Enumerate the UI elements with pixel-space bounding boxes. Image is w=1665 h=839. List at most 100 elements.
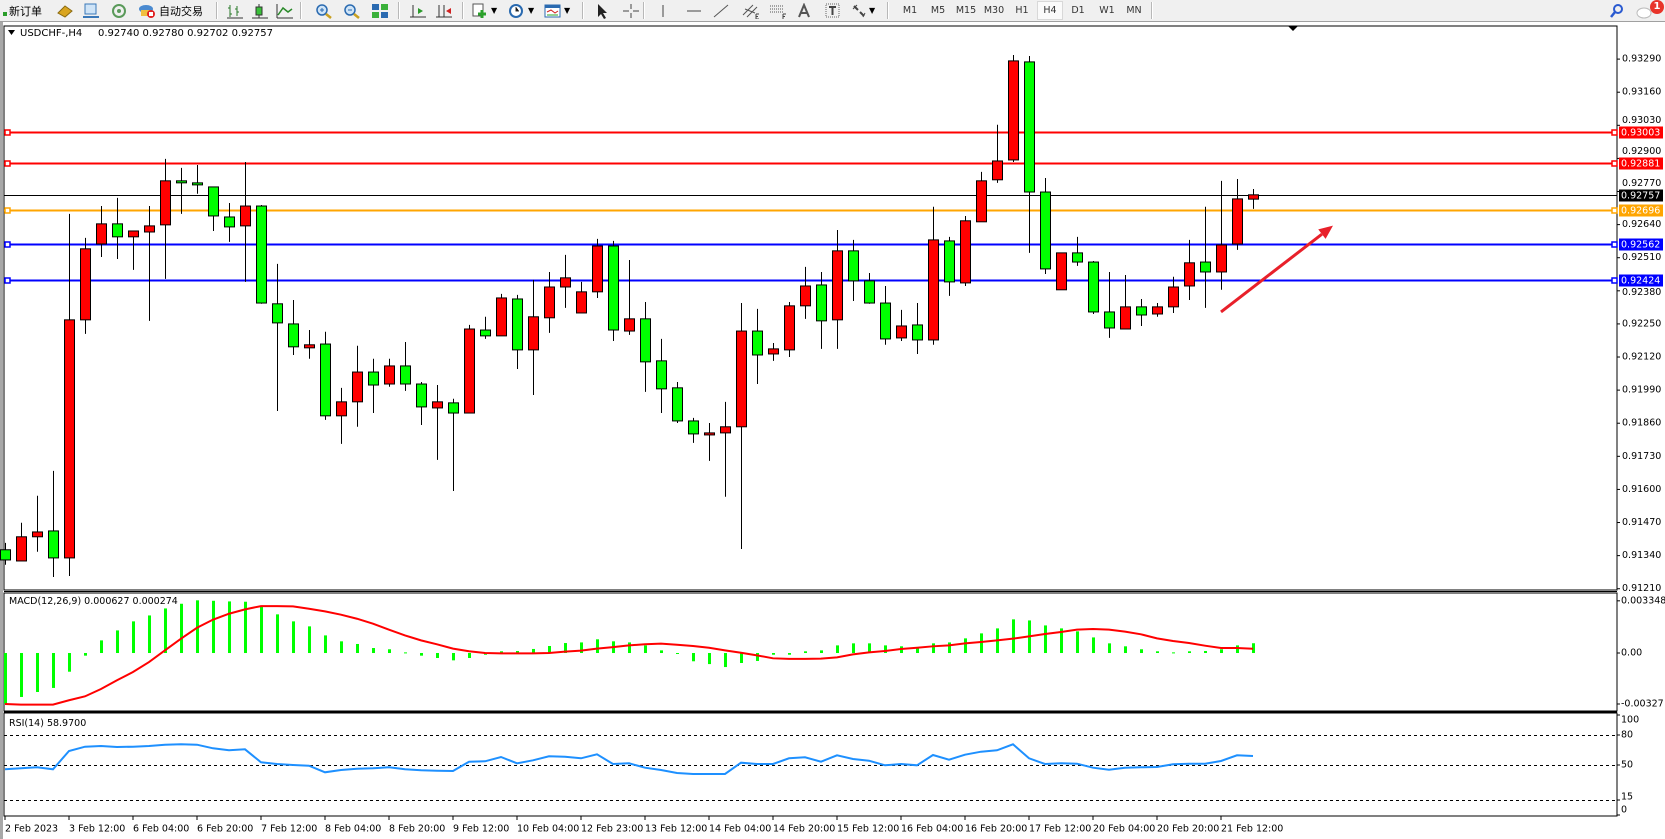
candle[interactable] — [144, 206, 155, 321]
tile-windows-button[interactable] — [371, 2, 389, 19]
candle[interactable] — [800, 266, 811, 319]
line-anchor-handle[interactable] — [1611, 241, 1618, 248]
candle[interactable] — [352, 345, 363, 427]
arrow-drawing-line[interactable] — [1220, 232, 1323, 314]
timeframe-m30[interactable]: M30 — [983, 5, 1005, 16]
vertical-line-tool[interactable] — [656, 2, 670, 19]
line-anchor-handle[interactable] — [4, 160, 11, 167]
candle[interactable] — [0, 542, 11, 565]
candle[interactable] — [1024, 56, 1035, 253]
candle[interactable] — [384, 358, 395, 387]
candle[interactable] — [224, 202, 235, 242]
line-anchor-handle[interactable] — [4, 241, 11, 248]
line-anchor-handle[interactable] — [4, 277, 11, 284]
candle[interactable] — [736, 303, 747, 550]
line-chart-button[interactable] — [276, 2, 294, 19]
candle[interactable] — [128, 230, 139, 270]
equidistant-channel-tool[interactable] — [741, 2, 761, 19]
search-button[interactable] — [1610, 2, 1624, 19]
candle[interactable] — [208, 186, 219, 231]
candle[interactable] — [656, 338, 667, 414]
timeframe-w1[interactable]: W1 — [1099, 5, 1115, 16]
candle[interactable] — [464, 324, 475, 414]
candle[interactable] — [1056, 252, 1067, 291]
candle[interactable] — [1136, 298, 1147, 326]
cursor-tool[interactable] — [594, 2, 610, 19]
timeframe-h1[interactable]: H1 — [1015, 5, 1029, 16]
horizontal-line-tool[interactable] — [685, 2, 703, 19]
candle[interactable] — [880, 285, 891, 345]
timeframe-m15[interactable]: M15 — [955, 5, 977, 16]
candle[interactable] — [16, 522, 27, 562]
autoscroll-button[interactable] — [409, 2, 427, 19]
candle[interactable] — [992, 124, 1003, 183]
text-tool[interactable] — [797, 2, 811, 19]
candle[interactable] — [848, 239, 859, 301]
timeframe-m5[interactable]: M5 — [930, 5, 946, 16]
candle[interactable] — [1072, 236, 1083, 266]
candle[interactable] — [304, 330, 315, 359]
candle[interactable] — [784, 302, 795, 358]
candle[interactable] — [864, 272, 875, 304]
periods-button[interactable]: ▼ — [508, 2, 534, 19]
candle[interactable] — [1184, 239, 1195, 300]
line-anchor-handle[interactable] — [1611, 129, 1618, 136]
crosshair-tool[interactable] — [622, 2, 640, 19]
timeframe-mn[interactable]: MN — [1126, 5, 1142, 16]
candle[interactable] — [752, 308, 763, 385]
line-anchor-handle[interactable] — [1611, 160, 1618, 167]
candle[interactable] — [496, 293, 507, 337]
candle[interactable] — [672, 381, 683, 423]
candle[interactable] — [720, 401, 731, 497]
candle[interactable] — [112, 197, 123, 259]
candle[interactable] — [368, 358, 379, 414]
candle[interactable] — [1200, 206, 1211, 308]
candle[interactable] — [32, 495, 43, 552]
candle[interactable] — [640, 302, 651, 392]
candle[interactable] — [192, 165, 203, 194]
candle[interactable] — [704, 422, 715, 461]
line-anchor-handle[interactable] — [4, 207, 11, 214]
templates-button[interactable]: ▼ — [544, 2, 570, 19]
candle[interactable] — [96, 206, 107, 257]
candle[interactable] — [1088, 261, 1099, 314]
bar-chart-button[interactable] — [226, 2, 244, 19]
candlestick-chart-button[interactable] — [251, 2, 269, 19]
rsi-panel[interactable] — [3, 712, 1618, 817]
candle[interactable] — [1120, 275, 1131, 330]
candle[interactable] — [176, 167, 187, 214]
candle[interactable] — [1232, 179, 1243, 250]
candle[interactable] — [1040, 178, 1051, 275]
candle[interactable] — [400, 341, 411, 391]
candle[interactable] — [432, 385, 443, 460]
candle[interactable] — [944, 236, 955, 296]
chart-shift-button[interactable] — [435, 2, 453, 19]
candle[interactable] — [624, 260, 635, 335]
timeframe-d1[interactable]: D1 — [1071, 5, 1085, 16]
candle[interactable] — [816, 271, 827, 349]
timeframe-h4[interactable]: H4 — [1037, 1, 1063, 20]
candle[interactable] — [976, 171, 987, 223]
candle[interactable] — [1216, 180, 1227, 290]
candle[interactable] — [608, 240, 619, 341]
candle[interactable] — [912, 303, 923, 354]
trendline-tool[interactable] — [712, 2, 730, 19]
candle[interactable] — [832, 229, 843, 349]
candle[interactable] — [560, 254, 571, 308]
zoom-in-button[interactable] — [315, 2, 333, 19]
chart-shift-marker-icon[interactable] — [1288, 26, 1298, 31]
candle[interactable] — [1104, 271, 1115, 338]
candle[interactable] — [160, 158, 171, 279]
fibonacci-tool[interactable] — [768, 2, 788, 19]
line-anchor-handle[interactable] — [1611, 207, 1618, 214]
candle[interactable] — [896, 309, 907, 341]
line-anchor-handle[interactable] — [4, 129, 11, 136]
data-window-button[interactable] — [82, 2, 100, 19]
arrows-tool[interactable]: ▼ — [851, 2, 875, 19]
candle[interactable] — [256, 205, 267, 304]
candle[interactable] — [528, 279, 539, 395]
candle[interactable] — [448, 398, 459, 491]
zoom-out-button[interactable] — [343, 2, 361, 19]
candle[interactable] — [960, 215, 971, 286]
